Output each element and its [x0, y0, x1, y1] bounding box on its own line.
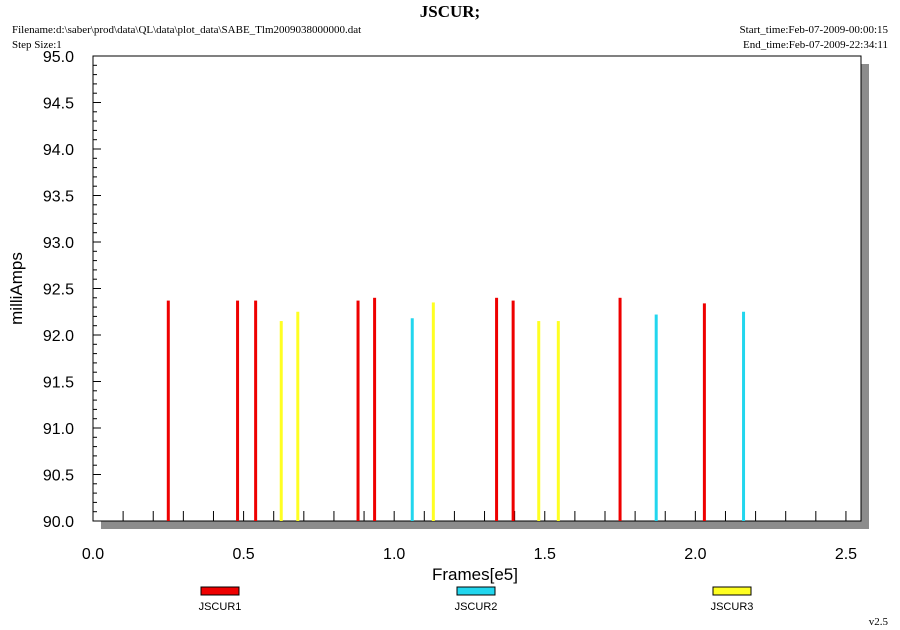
y-tick-label: 91.0	[43, 421, 74, 438]
bar-jscur1	[236, 300, 240, 521]
plot-title: JSCUR;	[419, 2, 481, 21]
bar-jscur2	[654, 314, 658, 521]
x-tick-label: 0.5	[232, 546, 254, 563]
bar-jscur1	[356, 300, 360, 521]
bar-jscur1	[495, 297, 499, 521]
data-bars	[166, 297, 746, 521]
bar-jscur1	[702, 303, 706, 521]
x-axis-label: Frames[e5]	[432, 565, 518, 584]
bar-jscur1	[373, 297, 377, 521]
y-tick-label: 90.5	[43, 468, 74, 485]
bar-jscur3	[296, 311, 300, 521]
legend-label: JSCUR1	[199, 601, 242, 613]
axes: 90.0 90.5 91.0 91.5 92.0 92.5 93.0 93.5 94.0 94.5…	[43, 49, 857, 563]
legend-swatch-jscur1	[200, 586, 240, 596]
end-time-label: End_time:Feb-07-2009-22:34:11	[742, 39, 888, 51]
step-size-label: Step Size:1	[12, 39, 62, 51]
x-tick-label: 1.5	[534, 546, 556, 563]
y-tick-label: 91.5	[43, 375, 74, 392]
y-tick-label: 94.5	[43, 96, 74, 113]
y-tick-label: 94.0	[43, 142, 74, 159]
x-tick-label: 0.0	[82, 546, 104, 563]
y-tick-label: 92.0	[43, 328, 74, 345]
bar-jscur3	[431, 302, 435, 521]
legend-label: JSCUR2	[455, 601, 498, 613]
bar-jscur1	[618, 297, 622, 521]
bar-jscur3	[537, 321, 541, 521]
start-time-label: Start_time:Feb-07-2009-00:00:15	[739, 24, 888, 36]
bar-jscur3	[279, 321, 283, 521]
legend-label: JSCUR3	[711, 601, 754, 613]
y-tick-label: 93.0	[43, 235, 74, 252]
bar-jscur1	[254, 300, 258, 521]
bar-jscur2	[410, 318, 414, 521]
bar-jscur2	[742, 311, 746, 521]
x-tick-label: 2.5	[835, 546, 857, 563]
plot-background	[92, 55, 862, 522]
y-tick-label: 92.5	[43, 282, 74, 299]
legend-swatch-jscur2	[456, 586, 496, 596]
x-tick-label: 1.0	[383, 546, 405, 563]
y-tick-label: 95.0	[43, 49, 74, 66]
y-axis-label: milliAmps	[7, 252, 26, 325]
bar-jscur1	[166, 300, 170, 521]
y-tick-label: 93.5	[43, 189, 74, 206]
bar-jscur3	[556, 321, 560, 521]
version-label: v2.5	[868, 616, 888, 628]
bar-jscur1	[511, 300, 515, 521]
legend-swatch-jscur3	[712, 586, 752, 596]
legend: JSCUR1 JSCUR2 JSCUR3	[199, 586, 754, 613]
x-tick-label: 2.0	[684, 546, 706, 563]
y-tick-label: 90.0	[43, 514, 74, 531]
filename-label: Filename:d:\saber\prod\data\QL\data\plot…	[12, 24, 362, 36]
